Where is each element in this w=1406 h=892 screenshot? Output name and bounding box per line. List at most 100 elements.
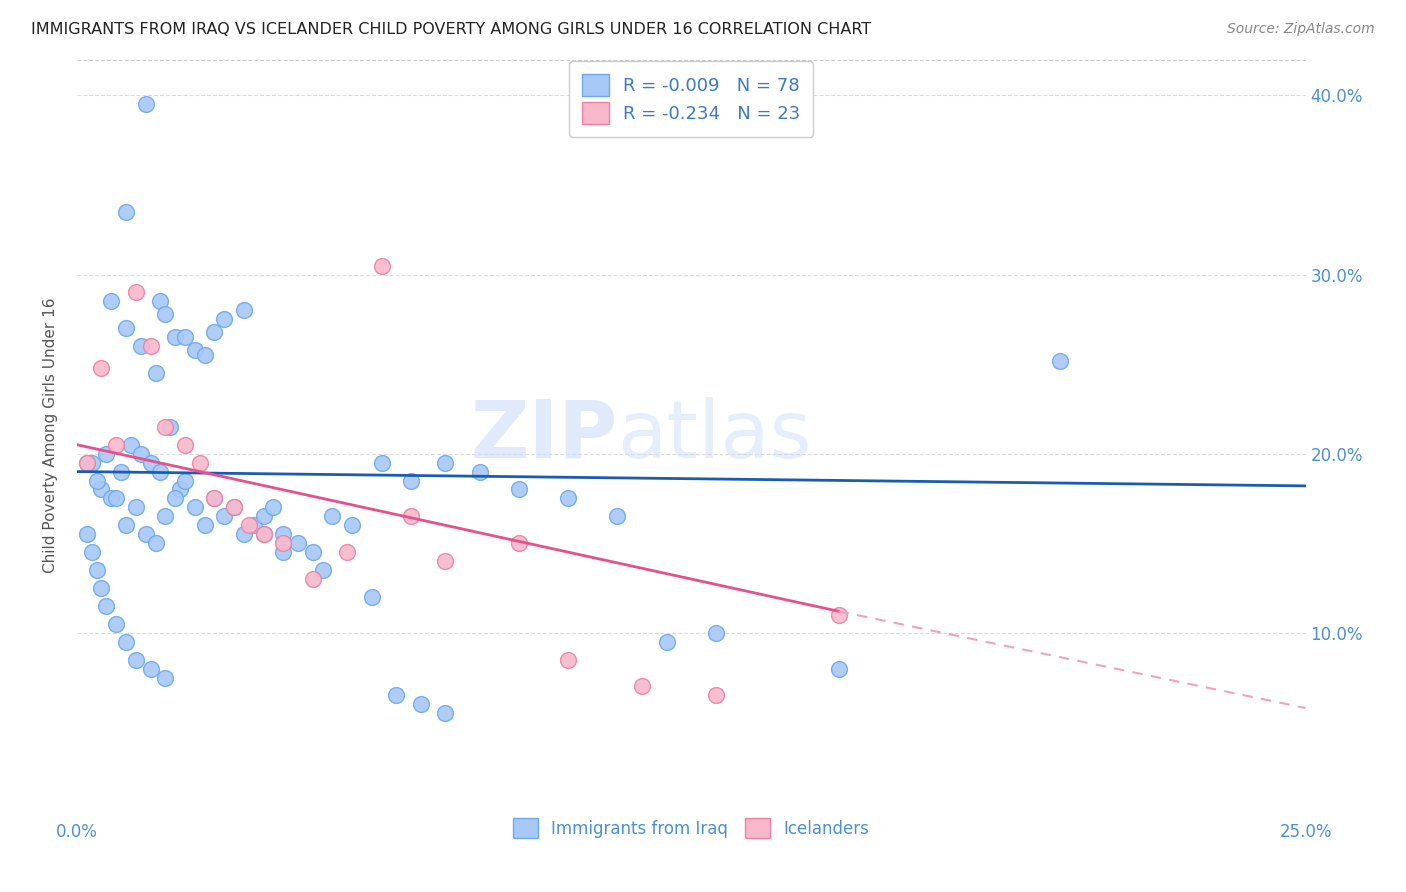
Point [385, 689, 408, 703]
Point [233, 303, 256, 318]
Point [224, 500, 246, 515]
Point [243, 518, 266, 533]
Point [301, 545, 323, 559]
Point [434, 554, 457, 568]
Point [135, 527, 157, 541]
Point [86, 563, 108, 577]
Point [194, 518, 217, 533]
Point [105, 438, 128, 452]
Point [80, 456, 103, 470]
Point [76, 456, 98, 470]
Point [129, 339, 152, 353]
Point [311, 563, 333, 577]
Point [155, 671, 177, 685]
Point [105, 616, 128, 631]
Point [336, 545, 359, 559]
Point [174, 438, 197, 452]
Point [159, 419, 181, 434]
Point [262, 500, 284, 515]
Point [135, 97, 157, 112]
Point [125, 652, 148, 666]
Point [194, 348, 217, 362]
Point [115, 321, 138, 335]
Point [409, 698, 432, 712]
Point [149, 465, 172, 479]
Point [360, 590, 382, 604]
Point [252, 527, 274, 541]
Point [321, 509, 343, 524]
Point [399, 509, 422, 524]
Point [110, 465, 132, 479]
Point [214, 509, 236, 524]
Point [1049, 353, 1071, 368]
Point [271, 536, 294, 550]
Point [169, 483, 191, 497]
Text: Source: ZipAtlas.com: Source: ZipAtlas.com [1227, 22, 1375, 37]
Point [115, 204, 138, 219]
Point [174, 330, 197, 344]
Point [434, 706, 457, 721]
Legend: Immigrants from Iraq, Icelanders: Immigrants from Iraq, Icelanders [506, 811, 876, 845]
Point [90, 483, 112, 497]
Point [827, 607, 849, 622]
Point [139, 339, 162, 353]
Point [238, 518, 260, 533]
Point [301, 572, 323, 586]
Point [557, 491, 579, 506]
Point [184, 343, 207, 357]
Point [129, 447, 152, 461]
Point [115, 518, 138, 533]
Point [155, 509, 177, 524]
Point [100, 491, 122, 506]
Point [704, 625, 727, 640]
Point [340, 518, 363, 533]
Point [434, 456, 457, 470]
Point [80, 545, 103, 559]
Text: ZIP: ZIP [470, 397, 617, 475]
Point [399, 474, 422, 488]
Point [90, 360, 112, 375]
Point [508, 536, 530, 550]
Text: atlas: atlas [617, 397, 811, 475]
Point [370, 259, 392, 273]
Point [155, 419, 177, 434]
Point [139, 662, 162, 676]
Point [125, 500, 148, 515]
Point [214, 312, 236, 326]
Point [233, 527, 256, 541]
Point [105, 491, 128, 506]
Y-axis label: Child Poverty Among Girls Under 16: Child Poverty Among Girls Under 16 [44, 298, 58, 574]
Point [86, 474, 108, 488]
Point [145, 536, 167, 550]
Point [90, 581, 112, 595]
Point [655, 634, 678, 648]
Point [271, 545, 294, 559]
Point [155, 307, 177, 321]
Point [606, 509, 628, 524]
Point [149, 294, 172, 309]
Point [370, 456, 392, 470]
Point [139, 456, 162, 470]
Point [76, 456, 98, 470]
Point [204, 491, 226, 506]
Point [96, 447, 118, 461]
Point [120, 438, 142, 452]
Point [704, 689, 727, 703]
Point [508, 483, 530, 497]
Point [287, 536, 309, 550]
Point [271, 527, 294, 541]
Point [96, 599, 118, 613]
Point [184, 500, 207, 515]
Point [115, 634, 138, 648]
Point [145, 366, 167, 380]
Point [165, 330, 187, 344]
Point [631, 680, 654, 694]
Text: IMMIGRANTS FROM IRAQ VS ICELANDER CHILD POVERTY AMONG GIRLS UNDER 16 CORRELATION: IMMIGRANTS FROM IRAQ VS ICELANDER CHILD … [31, 22, 872, 37]
Point [188, 456, 211, 470]
Point [252, 527, 274, 541]
Point [76, 527, 98, 541]
Point [827, 662, 849, 676]
Point [125, 285, 148, 300]
Point [557, 652, 579, 666]
Point [100, 294, 122, 309]
